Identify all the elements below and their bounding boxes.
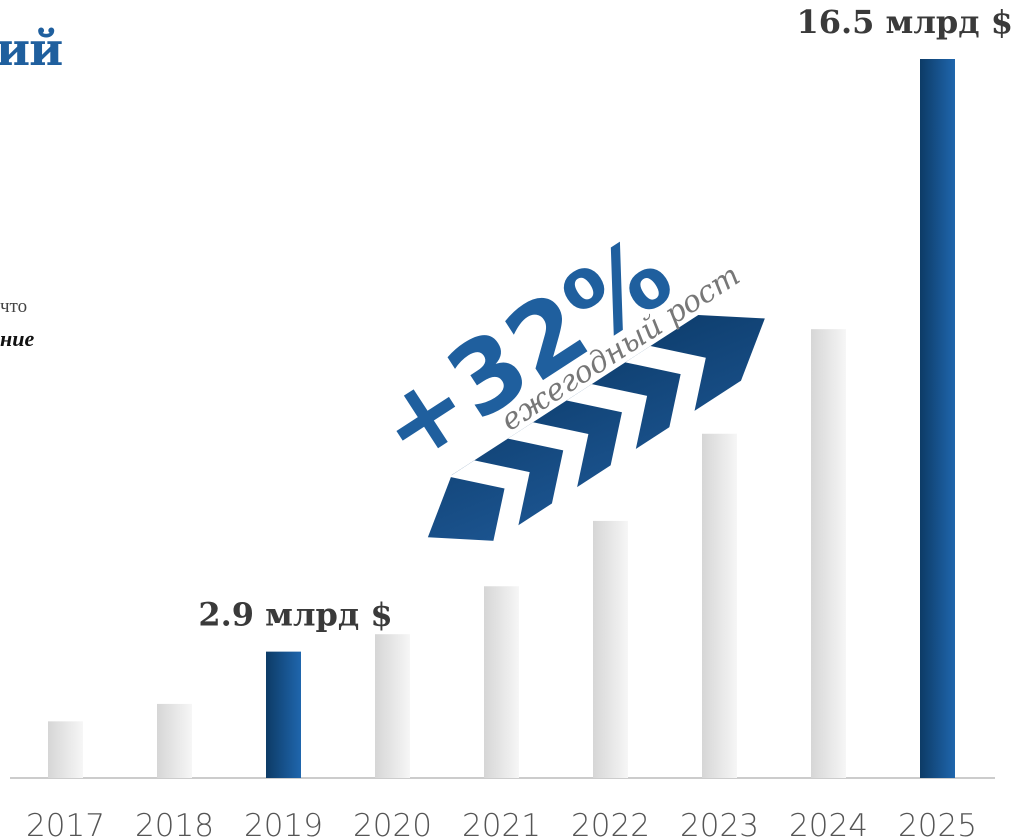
x-tick-label-2021: 2021 <box>462 808 541 840</box>
x-tick-label-2024: 2024 <box>789 808 868 840</box>
text-fragment-1: что <box>0 296 28 317</box>
bar-2018 <box>157 703 192 778</box>
x-tick-label-2017: 2017 <box>26 808 105 840</box>
bar-2022 <box>593 520 628 778</box>
value-label-2025: 16.5 млрд $ <box>796 3 1013 41</box>
x-tick-label-2023: 2023 <box>680 808 759 840</box>
text-fragment-2: ние <box>0 326 35 351</box>
bar-2019 <box>266 651 301 778</box>
bar-2023 <box>702 433 737 778</box>
bar-2017 <box>48 721 83 778</box>
bar-2025 <box>920 59 955 778</box>
bar-2024 <box>811 329 846 778</box>
x-tick-label-2018: 2018 <box>135 808 214 840</box>
value-label-2019: 2.9 млрд $ <box>198 596 392 634</box>
chevron-arrow-icon <box>427 314 765 544</box>
bar-2020 <box>375 634 410 778</box>
x-tick-label-2022: 2022 <box>571 808 650 840</box>
x-tick-label-2025: 2025 <box>898 808 977 840</box>
x-tick-label-2020: 2020 <box>353 808 432 840</box>
bar-2021 <box>484 586 519 778</box>
x-tick-label-2019: 2019 <box>244 808 323 840</box>
title-fragment: ий <box>0 22 63 76</box>
